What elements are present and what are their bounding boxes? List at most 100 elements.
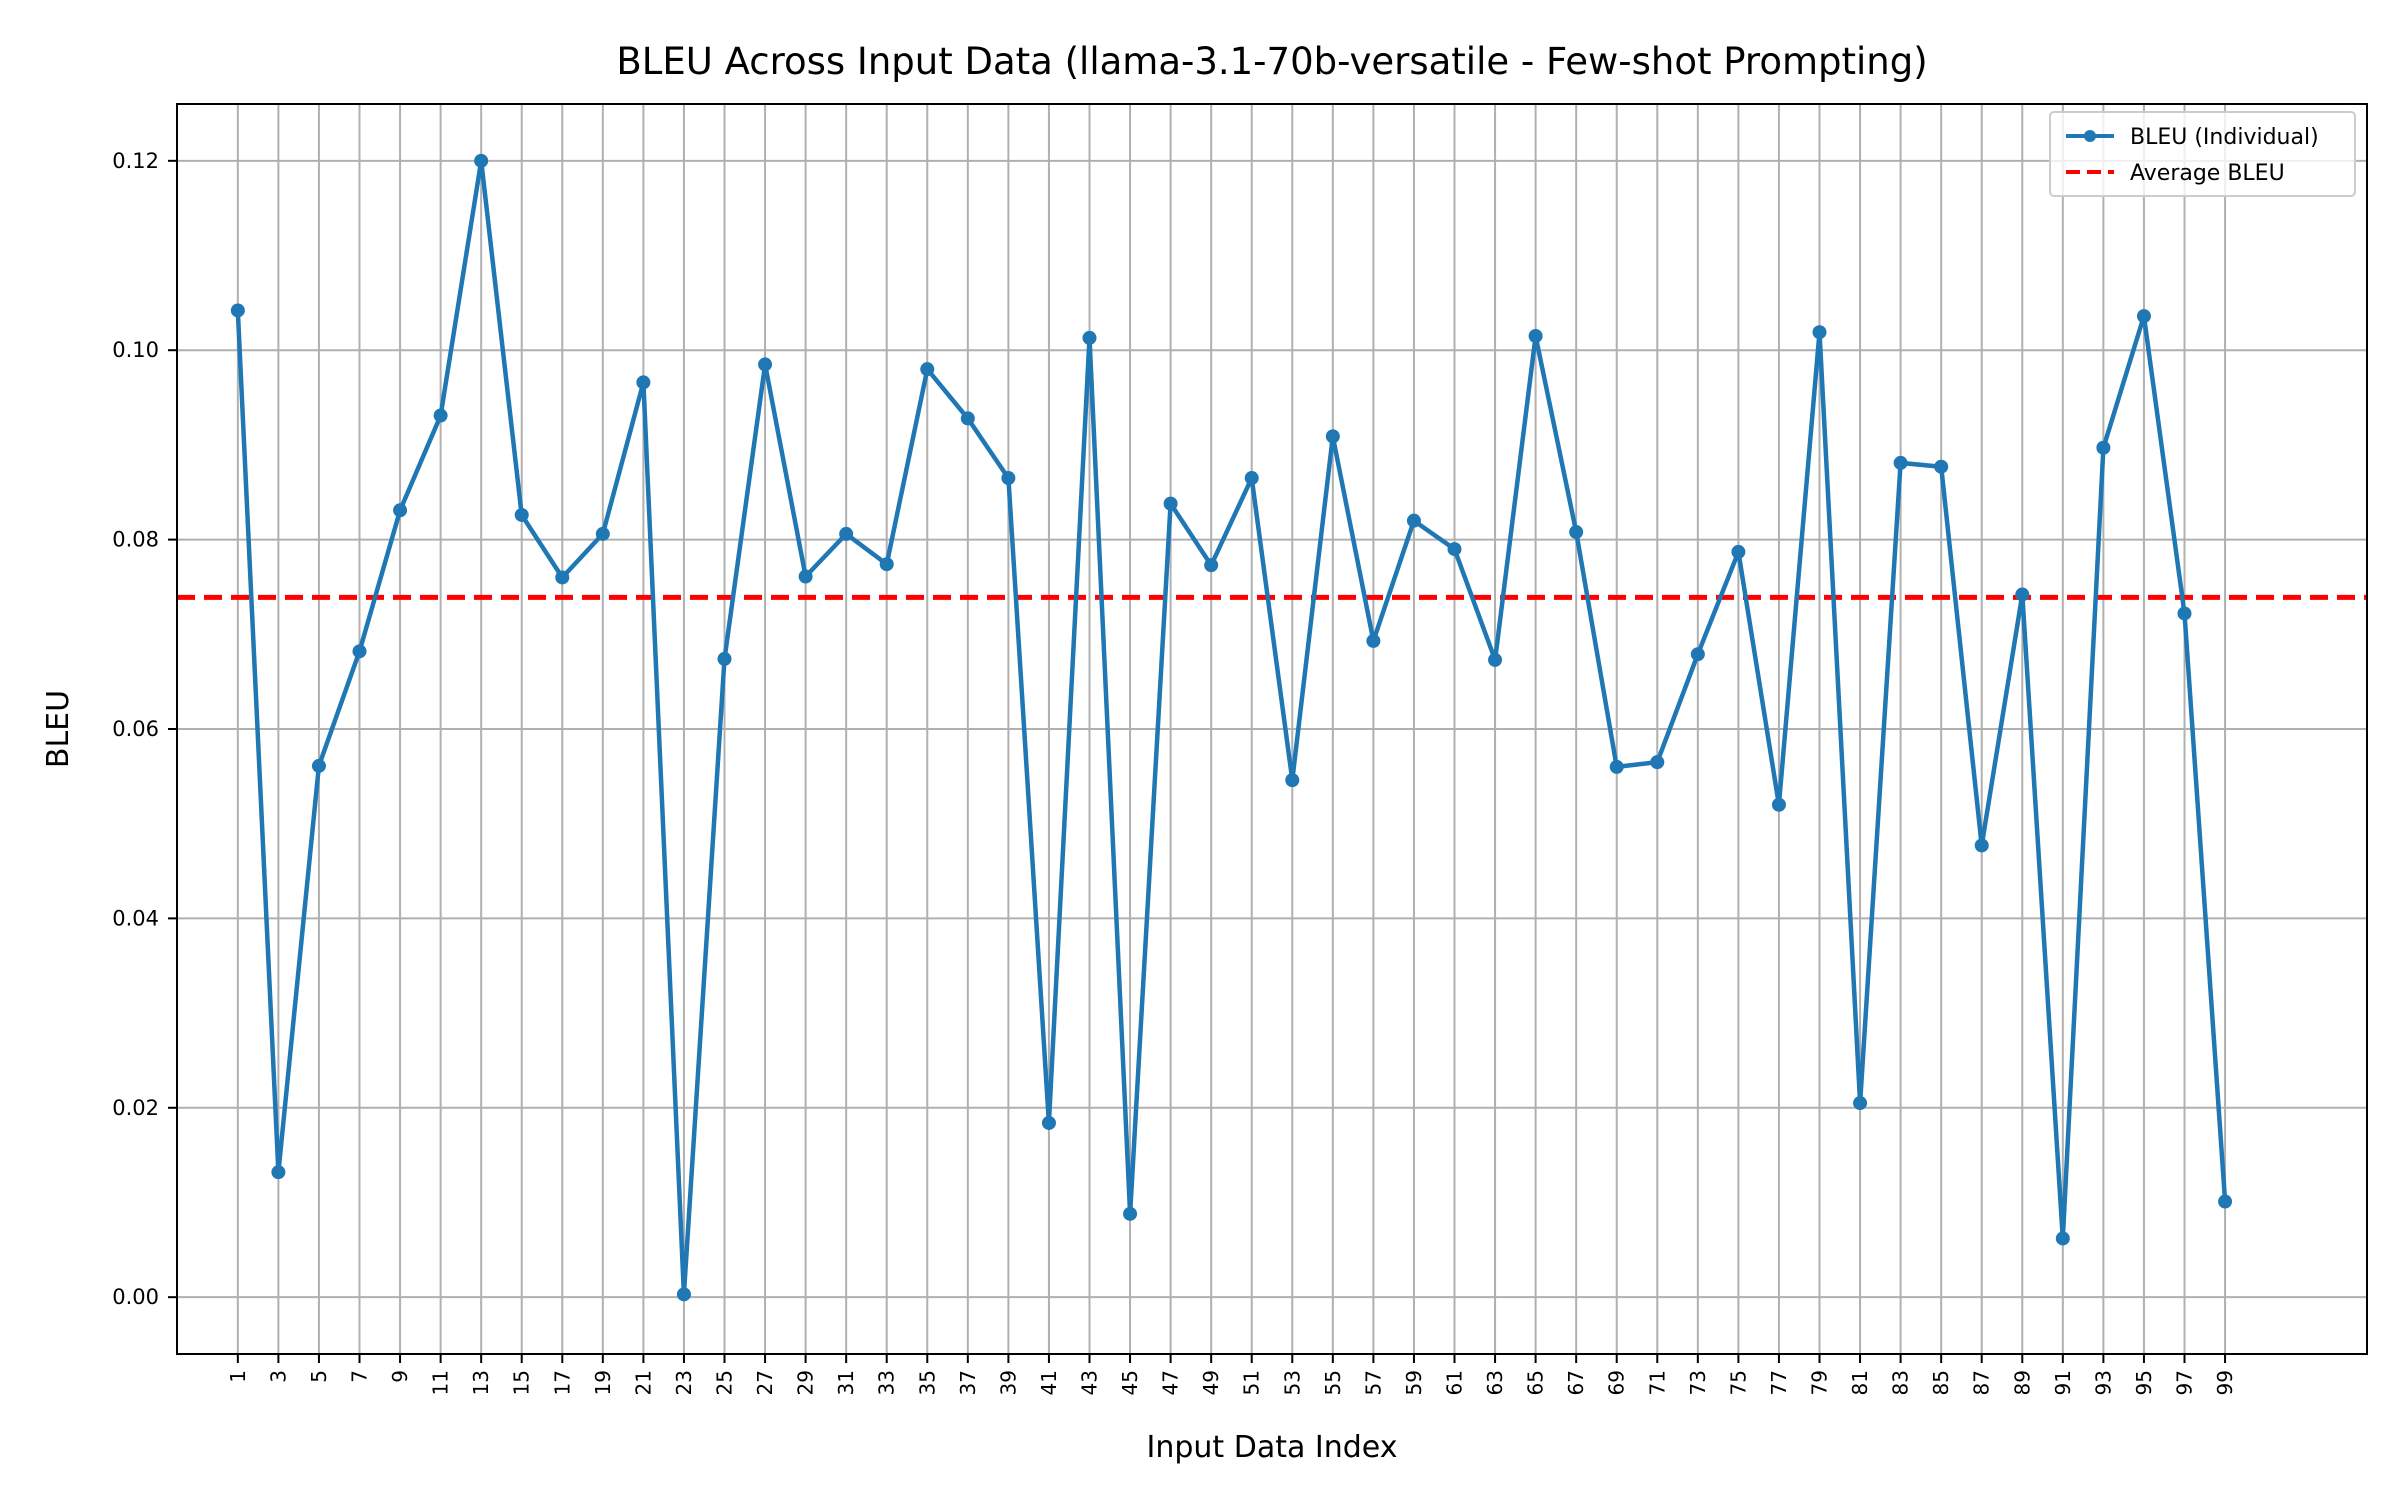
y-axis-label: BLEU — [41, 690, 76, 768]
x-tick-label: 61 — [1443, 1370, 1467, 1395]
x-tick-label: 5 — [307, 1370, 331, 1383]
x-tick-label: 59 — [1402, 1370, 1426, 1395]
bleu-point — [1650, 755, 1665, 770]
y-tick-label: 0.06 — [112, 717, 159, 741]
x-tick-label: 39 — [996, 1370, 1020, 1395]
bleu-point — [879, 557, 894, 572]
x-tick-label: 55 — [1321, 1370, 1345, 1395]
bleu-point — [271, 1165, 286, 1180]
y-tick-label: 0.00 — [112, 1285, 159, 1309]
bleu-point — [352, 644, 367, 659]
x-tick-label: 27 — [753, 1370, 777, 1395]
bleu-point — [1569, 525, 1584, 540]
x-tick-label: 57 — [1361, 1370, 1385, 1395]
x-tick-label: 35 — [915, 1370, 939, 1395]
bleu-point — [1041, 1115, 1056, 1130]
x-tick-label: 3 — [266, 1370, 290, 1383]
y-tick-label: 0.08 — [112, 528, 159, 552]
x-tick-label: 19 — [591, 1370, 615, 1395]
bleu-individual-line — [235, 158, 2228, 1297]
bleu-point — [839, 526, 854, 541]
x-tick-label: 97 — [2173, 1370, 2197, 1395]
x-tick-label: 77 — [1767, 1370, 1791, 1395]
x-tick-label: 53 — [1280, 1370, 1304, 1395]
y-tick-label: 0.12 — [112, 149, 159, 173]
x-tick-label: 81 — [1848, 1370, 1872, 1395]
x-axis-label: Input Data Index — [1147, 1430, 1398, 1465]
bleu-point — [1853, 1096, 1868, 1111]
bleu-point — [1528, 329, 1543, 344]
x-tick-label: 63 — [1483, 1370, 1507, 1395]
x-tick-label: 23 — [672, 1370, 696, 1395]
x-tick-label: 25 — [713, 1370, 737, 1395]
x-tick-label: 33 — [875, 1370, 899, 1395]
bleu-point — [1690, 647, 1705, 662]
series-layer — [230, 153, 2233, 1302]
x-tick-label: 9 — [388, 1370, 412, 1383]
bleu-point — [636, 375, 651, 390]
bleu-point — [1325, 429, 1340, 444]
bleu-point — [717, 651, 732, 666]
bleu-point — [1974, 838, 1989, 853]
x-tick-label: 89 — [2010, 1370, 2034, 1395]
x-tick-label: 17 — [550, 1370, 574, 1395]
x-tick-label: 37 — [956, 1370, 980, 1395]
bleu-point — [1204, 558, 1219, 573]
x-tick-label: 95 — [2132, 1370, 2156, 1395]
bleu-point — [555, 570, 570, 585]
x-tick-label: 41 — [1037, 1370, 1061, 1395]
x-tick-label: 67 — [1564, 1370, 1588, 1395]
x-tick-label: 15 — [510, 1370, 534, 1395]
x-tick-label: 13 — [469, 1370, 493, 1395]
x-tick-label: 69 — [1605, 1370, 1629, 1395]
legend-label-average-bleu: Average BLEU — [2130, 161, 2285, 186]
bleu-point — [1123, 1206, 1138, 1221]
bleu-point — [1934, 459, 1949, 474]
x-tick-label: 87 — [1970, 1370, 1994, 1395]
bleu-point — [1609, 759, 1624, 774]
bleu-point — [1771, 797, 1786, 812]
bleu-point — [2136, 309, 2151, 324]
x-tick-label: 65 — [1524, 1370, 1548, 1395]
bleu-point — [1731, 544, 1746, 559]
bleu-point — [1001, 471, 1016, 486]
bleu-point — [1163, 496, 1178, 511]
grid-layer — [177, 104, 2367, 1354]
bleu-point — [2096, 440, 2111, 455]
legend: BLEU (Individual) Average BLEU — [2049, 111, 2356, 197]
bleu-point — [758, 357, 773, 372]
x-tick-label: 45 — [1118, 1370, 1142, 1395]
x-tick-label: 99 — [2213, 1370, 2237, 1395]
legend-box — [2049, 111, 2356, 197]
bleu-point — [1244, 471, 1259, 486]
x-tick-label: 79 — [1808, 1370, 1832, 1395]
x-tick-label: 93 — [2091, 1370, 2115, 1395]
x-tick-label: 85 — [1929, 1370, 1953, 1395]
x-tick-label: 71 — [1645, 1370, 1669, 1395]
x-tick-label: 43 — [1078, 1370, 1102, 1395]
bleu-point — [1285, 773, 1300, 788]
bleu-point — [595, 526, 610, 541]
bleu-point — [230, 303, 245, 318]
bleu-point — [474, 153, 489, 168]
x-tick-label: 1 — [226, 1370, 250, 1383]
bleu-point — [1406, 513, 1421, 528]
x-tick-label: 49 — [1199, 1370, 1223, 1395]
y-tick-label: 0.04 — [112, 906, 159, 930]
bleu-point — [1447, 542, 1462, 557]
x-tick-label: 21 — [631, 1370, 655, 1395]
bleu-point — [2218, 1194, 2233, 1209]
bleu-point — [2177, 606, 2192, 621]
bleu-point — [1082, 330, 1097, 345]
legend-marker-bleu-individual — [2084, 130, 2096, 142]
y-tick-label: 0.02 — [112, 1096, 159, 1120]
x-tick-label: 31 — [834, 1370, 858, 1395]
bleu-point — [920, 362, 935, 377]
bleu-point — [960, 411, 975, 426]
x-tick-label: 47 — [1159, 1370, 1183, 1395]
x-tick-label: 91 — [2051, 1370, 2075, 1395]
bleu-point — [798, 569, 813, 584]
y-tick-label: 0.10 — [112, 338, 159, 362]
chart-title: BLEU Across Input Data (llama-3.1-70b-ve… — [616, 40, 1927, 83]
